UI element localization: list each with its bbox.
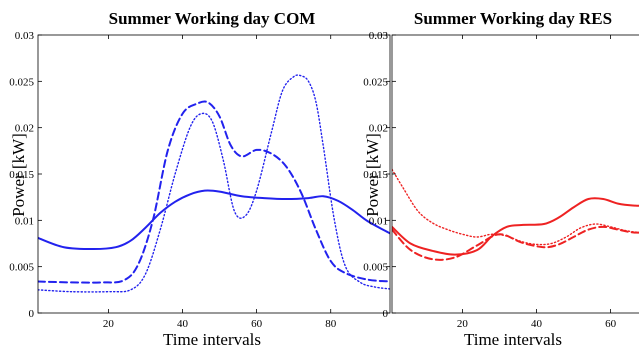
x-tick-label: 40 <box>177 318 189 330</box>
chart-res: Summer Working day RES Power [kW] Time i… <box>363 9 639 349</box>
y-axis-label: Power [kW] <box>9 133 28 217</box>
x-tick-label: 60 <box>605 318 617 330</box>
y-tick-label: 0.015 <box>363 169 388 181</box>
plot-frame <box>391 34 639 314</box>
chart-title: Summer Working day RES <box>414 9 612 28</box>
x-tick-label: 20 <box>103 318 115 330</box>
series-group <box>38 74 390 293</box>
y-tick-label: 0.015 <box>9 169 34 181</box>
x-tick-label: 80 <box>325 318 337 330</box>
y-tick-label: 0.01 <box>15 215 34 227</box>
y-tick-label: 0.005 <box>363 262 388 274</box>
x-axis-label: Time intervals <box>464 330 562 349</box>
y-tick-label: 0.02 <box>15 123 34 135</box>
series-line-dotted <box>392 168 639 246</box>
series-group <box>392 168 639 261</box>
x-axis-label: Time intervals <box>163 330 261 349</box>
y-tick-label: 0.03 <box>369 30 389 42</box>
series-line-dotted <box>38 74 390 293</box>
x-tick-label: 60 <box>251 318 263 330</box>
y-tick-label: 0 <box>29 308 35 320</box>
x-tick-label: 40 <box>531 318 543 330</box>
y-tick-label: 0.005 <box>9 262 34 274</box>
series-line-solid <box>392 197 639 256</box>
y-tick-label: 0.025 <box>9 76 34 88</box>
chart-com: Summer Working day COM Power [kW] Time i… <box>9 9 391 349</box>
y-tick-label: 0.03 <box>15 30 35 42</box>
series-line-dashed <box>38 100 390 284</box>
y-tick-label: 0.02 <box>369 123 388 135</box>
chart-title: Summer Working day COM <box>109 9 316 28</box>
y-tick-label: 0 <box>383 308 389 320</box>
series-line-dashed <box>392 225 639 261</box>
y-tick-label: 0.01 <box>369 215 388 227</box>
x-tick-label: 20 <box>457 318 469 330</box>
plot-frame <box>37 34 391 314</box>
series-line-solid <box>38 189 390 251</box>
y-tick-label: 0.025 <box>363 76 388 88</box>
y-axis-label: Power [kW] <box>363 133 382 217</box>
